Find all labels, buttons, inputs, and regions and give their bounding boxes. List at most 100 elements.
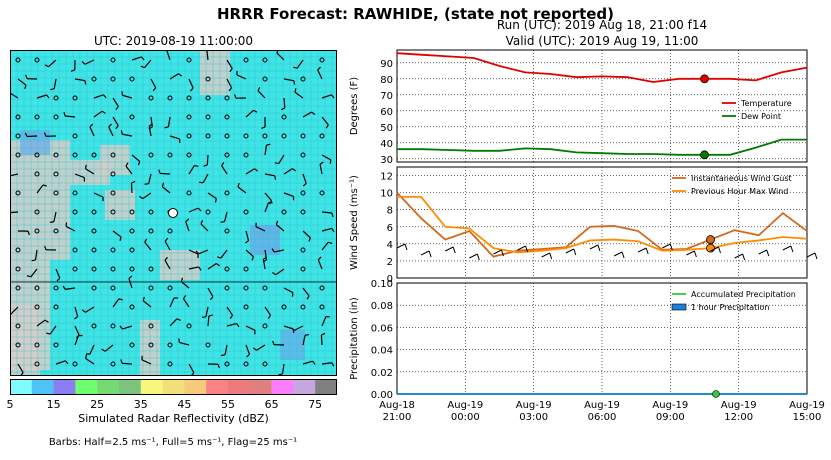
wind-barb	[317, 256, 322, 261]
wind-barb	[621, 251, 625, 259]
radar-map	[10, 50, 337, 376]
wind-barb	[319, 161, 324, 165]
wind-barb	[148, 173, 152, 184]
calm-marker	[300, 247, 306, 253]
calm-marker	[110, 152, 116, 158]
wind-barb	[65, 287, 76, 290]
calm-marker	[262, 57, 268, 63]
wind-barb	[226, 59, 233, 69]
wind-barb	[742, 253, 746, 261]
wind-barb	[257, 86, 261, 92]
wind-barb	[331, 228, 335, 232]
wind-barb	[84, 59, 95, 65]
wind-barb	[517, 245, 526, 251]
x-tick-label: 09:00	[656, 412, 685, 423]
calm-marker	[129, 266, 135, 272]
calm-marker	[72, 95, 78, 101]
wind-barb	[790, 245, 794, 253]
wind-barb	[50, 88, 55, 91]
x-tick-label: Aug-19	[789, 400, 825, 411]
calm-marker	[205, 342, 211, 348]
calm-marker	[72, 209, 78, 215]
wind-barb	[645, 247, 649, 255]
wind-barb	[428, 250, 432, 258]
wind-barb	[319, 164, 323, 175]
x-tick-label: Aug-18	[379, 400, 415, 411]
wind-barb	[182, 295, 187, 300]
wind-barb	[101, 110, 106, 114]
wind-barb	[262, 259, 266, 270]
wind-barb	[53, 211, 57, 222]
wind-barb	[693, 250, 697, 258]
plot-area	[396, 166, 808, 279]
wind-barb	[782, 245, 792, 251]
calm-marker	[53, 342, 59, 348]
wind-barb	[207, 263, 217, 270]
calm-marker	[167, 228, 173, 234]
wind-barb	[161, 182, 165, 187]
wind-barb	[137, 161, 141, 166]
terrain-patch	[200, 50, 230, 95]
series-line	[397, 195, 808, 254]
wind-barb	[321, 116, 329, 126]
wind-barb	[329, 159, 332, 164]
wind-barb	[36, 94, 47, 99]
calm-marker	[300, 209, 306, 215]
wind-barb	[128, 278, 133, 289]
calm-marker	[186, 114, 192, 120]
wind-barb	[245, 249, 254, 258]
series-line	[396, 52, 808, 83]
plot-area	[396, 282, 808, 395]
wind-barb	[758, 249, 767, 255]
calm-marker	[186, 190, 192, 196]
wind-barb	[74, 78, 85, 82]
calm-marker	[186, 133, 192, 139]
wind-barb	[118, 298, 123, 301]
wind-barb	[112, 230, 122, 238]
wind-barb	[274, 249, 285, 253]
wind-barb	[476, 253, 480, 261]
wind-barb	[122, 133, 133, 137]
calm-marker	[148, 95, 154, 101]
y-tick-label: 10	[380, 189, 393, 200]
wind-barb	[43, 132, 47, 137]
wind-barb	[317, 259, 323, 270]
x-tick-label: Aug-19	[584, 400, 620, 411]
calm-marker	[243, 152, 249, 158]
wind-barb	[122, 94, 133, 99]
wind-barb	[17, 363, 24, 373]
wind-barb	[245, 230, 250, 241]
wind-barb	[89, 123, 94, 128]
wind-barb	[27, 230, 30, 236]
wind-barb	[120, 130, 123, 135]
wind-barb	[245, 325, 256, 331]
calm-marker	[262, 361, 268, 367]
wind-barb	[199, 181, 204, 184]
terrain-patch	[10, 140, 70, 260]
calm-marker	[34, 228, 40, 234]
calm-marker	[167, 152, 173, 158]
calm-marker	[205, 114, 211, 120]
calm-marker	[262, 76, 268, 82]
wind-barb	[169, 73, 179, 80]
wind-barb	[85, 168, 95, 175]
wind-barb	[255, 226, 266, 232]
wind-barb	[208, 314, 213, 317]
wind-barb	[164, 240, 171, 251]
wind-barb	[144, 238, 148, 243]
station-marker	[168, 208, 178, 218]
calm-marker	[15, 247, 21, 253]
wind-barb	[500, 249, 504, 257]
calm-marker	[281, 114, 287, 120]
calm-marker	[205, 95, 211, 101]
wind-barb	[164, 256, 169, 261]
calm-marker	[319, 285, 325, 291]
colorbar-tick-label: 75	[308, 398, 322, 411]
wind-barb	[46, 94, 50, 99]
calm-marker	[129, 342, 135, 348]
wind-barb	[36, 184, 44, 194]
y-tick-label: 80	[380, 75, 393, 86]
wind-barb	[121, 362, 133, 365]
colorbar-swatch	[271, 379, 294, 395]
calm-marker	[224, 285, 230, 291]
